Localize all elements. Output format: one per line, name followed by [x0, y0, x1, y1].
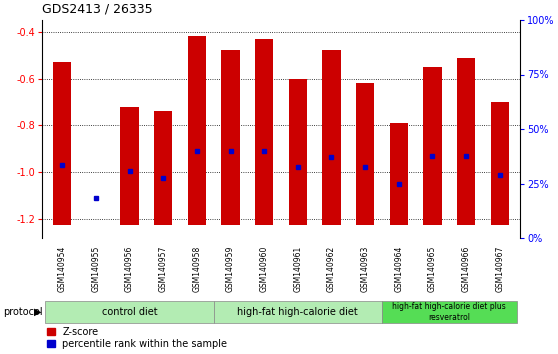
- Text: high-fat high-calorie diet plus
resveratrol: high-fat high-calorie diet plus resverat…: [392, 302, 506, 322]
- Text: GSM140959: GSM140959: [226, 246, 235, 292]
- FancyBboxPatch shape: [214, 301, 382, 323]
- Bar: [490, 102, 509, 225]
- Bar: [356, 83, 374, 225]
- Bar: [322, 51, 341, 225]
- Text: control diet: control diet: [102, 307, 157, 317]
- Bar: [255, 39, 273, 225]
- Text: GSM140966: GSM140966: [461, 246, 470, 292]
- Text: GSM140962: GSM140962: [327, 246, 336, 292]
- Text: GSM140964: GSM140964: [395, 246, 403, 292]
- FancyBboxPatch shape: [382, 301, 517, 323]
- Text: GSM140963: GSM140963: [360, 246, 369, 292]
- Text: GSM140957: GSM140957: [158, 246, 168, 292]
- Text: GSM140965: GSM140965: [428, 246, 437, 292]
- Text: GDS2413 / 26335: GDS2413 / 26335: [42, 3, 153, 16]
- Bar: [222, 51, 240, 225]
- Text: GSM140958: GSM140958: [193, 246, 201, 292]
- Bar: [389, 123, 408, 225]
- Text: ▶: ▶: [34, 307, 41, 317]
- Text: GSM140956: GSM140956: [125, 246, 134, 292]
- Bar: [187, 36, 206, 225]
- Text: GSM140954: GSM140954: [57, 246, 67, 292]
- Text: GSM140967: GSM140967: [496, 246, 504, 292]
- Bar: [423, 67, 442, 225]
- Bar: [53, 62, 71, 225]
- Bar: [288, 79, 307, 225]
- Legend: Z-score, percentile rank within the sample: Z-score, percentile rank within the samp…: [47, 327, 228, 349]
- FancyBboxPatch shape: [45, 301, 214, 323]
- Bar: [154, 112, 172, 225]
- Bar: [121, 107, 139, 225]
- Text: protocol: protocol: [3, 307, 42, 317]
- Text: high-fat high-calorie diet: high-fat high-calorie diet: [238, 307, 358, 317]
- Text: GSM140960: GSM140960: [259, 246, 268, 292]
- Text: GSM140961: GSM140961: [294, 246, 302, 292]
- Bar: [457, 57, 475, 225]
- Text: GSM140955: GSM140955: [92, 246, 100, 292]
